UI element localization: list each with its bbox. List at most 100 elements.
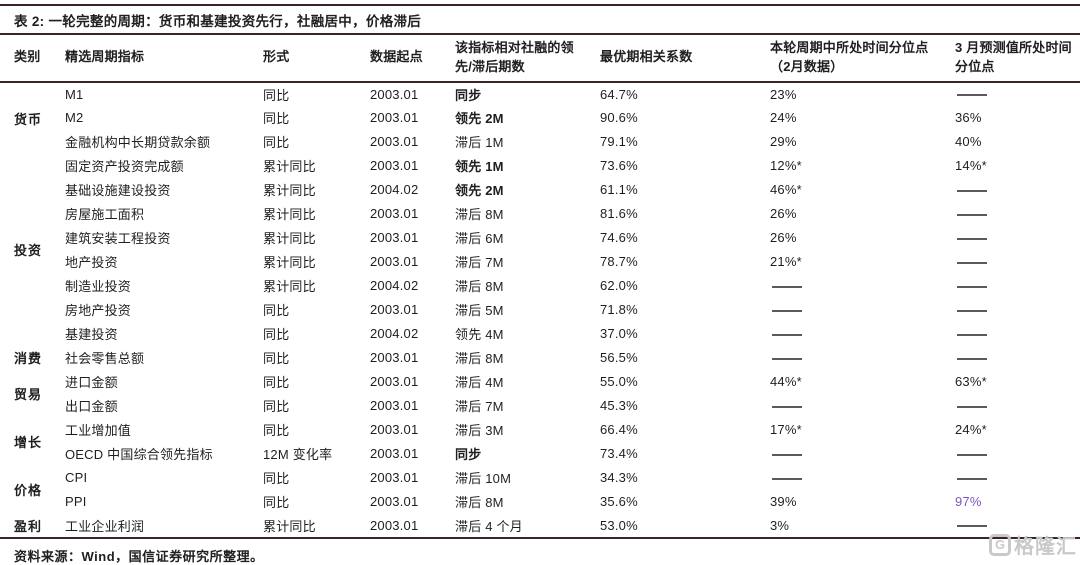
current-percentile-cell: 39% — [770, 494, 797, 510]
table-title: 表 2: 一轮完整的周期：货币和基建投资先行，社融居中，价格滞后 — [0, 4, 1080, 35]
form-cell: 同比 — [263, 303, 290, 319]
correlation-cell: 62.0% — [600, 278, 638, 294]
lead-lag-cell: 滞后 8M — [455, 495, 504, 511]
lead-lag-cell: 滞后 10M — [455, 471, 512, 487]
correlation-cell: 64.7% — [600, 86, 638, 102]
indicator-cell: OECD 中国综合领先指标 — [65, 447, 213, 463]
current-percentile-cell: 26% — [770, 230, 797, 246]
correlation-cell: 37.0% — [600, 326, 638, 342]
table-row: 投资 固定资产投资完成额 累计同比 2003.01 领先 1M 73.6% 12%* 14%* — [0, 154, 1080, 258]
lead-lag-cell: 滞后 8M — [455, 207, 504, 223]
form-cell: 同比 — [263, 87, 290, 103]
data-start-cell: 2003.01 — [370, 230, 419, 246]
correlation-cell: 61.1% — [600, 182, 638, 198]
indicator-cell: 金融机构中长期贷款余额 — [65, 135, 211, 151]
no-data-dash — [772, 405, 802, 408]
no-data-dash — [957, 453, 987, 456]
form-cell: 累计同比 — [263, 518, 316, 534]
category-cell: 消费 — [14, 351, 43, 367]
current-percentile-cell: 46%* — [770, 182, 802, 198]
lead-lag-cell: 滞后 8M — [455, 279, 504, 295]
lead-lag-cell: 领先 2M — [455, 183, 504, 199]
no-data-dash — [957, 477, 987, 480]
indicator-cell: 社会零售总额 — [65, 351, 145, 367]
form-cell: 同比 — [263, 471, 290, 487]
lead-lag-cell: 滞后 4 个月 — [455, 518, 523, 534]
forecast-percentile-cell — [950, 466, 1080, 490]
forecast-percentile-cell — [950, 322, 1080, 346]
forecast-percentile-cell: 36% — [955, 110, 982, 126]
form-cell: 同比 — [263, 495, 290, 511]
no-data-dash — [772, 453, 802, 456]
forecast-percentile-cell: 24%* — [955, 422, 987, 438]
indicator-cell: M1 — [65, 86, 84, 102]
forecast-percentile-cell: 97% — [955, 494, 982, 510]
current-percentile-cell — [765, 346, 950, 370]
form-cell: 同比 — [263, 111, 290, 127]
indicator-cell: 进口金额 — [65, 375, 118, 391]
indicator-cell: 地产投资 — [65, 255, 118, 271]
correlation-cell: 81.6% — [600, 206, 638, 222]
data-start-cell: 2003.01 — [370, 422, 419, 438]
no-data-dash — [772, 357, 802, 360]
correlation-cell: 73.6% — [600, 158, 638, 174]
indicator-cell: 出口金额 — [65, 399, 118, 415]
form-cell: 同比 — [263, 327, 290, 343]
lead-lag-cell: 领先 4M — [455, 327, 504, 343]
table-row: 价格 CPI 同比 2003.01 滞后 10M 34.3% — [0, 466, 1080, 498]
current-percentile-cell: 29% — [770, 134, 797, 150]
data-start-cell: 2003.01 — [370, 446, 419, 462]
forecast-percentile-cell — [950, 82, 1080, 106]
current-percentile-cell — [765, 466, 950, 490]
category-cell: 投资 — [14, 243, 43, 259]
form-cell: 累计同比 — [263, 255, 316, 271]
current-percentile-cell — [765, 322, 950, 346]
current-percentile-cell: 21%* — [770, 254, 802, 270]
indicator-cell: 房屋施工面积 — [65, 207, 145, 223]
data-start-cell: 2003.01 — [370, 398, 419, 414]
table-row: 增长 工业增加值 同比 2003.01 滞后 3M 66.4% 17%* 24%* — [0, 418, 1080, 450]
cycle-indicators-table: 类别 精选周期指标 形式 数据起点 该指标相对社融的领先/滞后期数 最优期相关系数 本轮周期… — [0, 35, 1080, 539]
table-row: 房屋施工面积 累计同比 2003.01 滞后 8M 81.6% 26% — [0, 202, 1080, 226]
indicator-cell: 工业增加值 — [65, 423, 132, 439]
data-start-cell: 2003.01 — [370, 350, 419, 366]
current-percentile-cell — [765, 274, 950, 298]
form-cell: 同比 — [263, 399, 290, 415]
current-percentile-cell — [765, 394, 950, 418]
column-header: 数据起点 — [370, 49, 423, 65]
no-data-dash — [957, 333, 987, 336]
table-row: OECD 中国综合领先指标 12M 变化率 2003.01 同步 73.4% — [0, 442, 1080, 466]
indicator-cell: PPI — [65, 494, 87, 510]
no-data-dash — [772, 477, 802, 480]
data-start-cell: 2003.01 — [370, 254, 419, 270]
lead-lag-cell: 滞后 7M — [455, 255, 504, 271]
indicator-cell: 房地产投资 — [65, 303, 132, 319]
current-percentile-cell — [765, 442, 950, 466]
no-data-dash — [957, 405, 987, 408]
no-data-dash — [772, 285, 802, 288]
table-row: 金融机构中长期贷款余额 同比 2003.01 滞后 1M 79.1% 29% 40% — [0, 130, 1080, 154]
form-cell: 累计同比 — [263, 159, 316, 175]
lead-lag-cell: 领先 2M — [455, 111, 504, 127]
table-row: M2 同比 2003.01 领先 2M 90.6% 24% 36% — [0, 106, 1080, 130]
table-row: 消费 社会零售总额 同比 2003.01 滞后 8M 56.5% — [0, 346, 1080, 370]
form-cell: 累计同比 — [263, 183, 316, 199]
correlation-cell: 79.1% — [600, 134, 638, 150]
form-cell: 同比 — [263, 351, 290, 367]
correlation-cell: 55.0% — [600, 374, 638, 390]
data-start-cell: 2004.02 — [370, 326, 419, 342]
indicator-cell: 基础设施建设投资 — [65, 183, 171, 199]
lead-lag-cell: 滞后 8M — [455, 351, 504, 367]
no-data-dash — [957, 189, 987, 192]
data-start-cell: 2003.01 — [370, 206, 419, 222]
no-data-dash — [772, 333, 802, 336]
table-row: 货币 M1 同比 2003.01 同步 64.7% 23% — [0, 82, 1080, 127]
correlation-cell: 73.4% — [600, 446, 638, 462]
correlation-cell: 34.3% — [600, 470, 638, 486]
correlation-cell: 56.5% — [600, 350, 638, 366]
forecast-percentile-cell — [950, 442, 1080, 466]
category-cell: 增长 — [14, 435, 43, 451]
forecast-percentile-cell — [950, 226, 1080, 250]
forecast-percentile-cell — [950, 274, 1080, 298]
lead-lag-cell: 同步 — [455, 447, 482, 463]
